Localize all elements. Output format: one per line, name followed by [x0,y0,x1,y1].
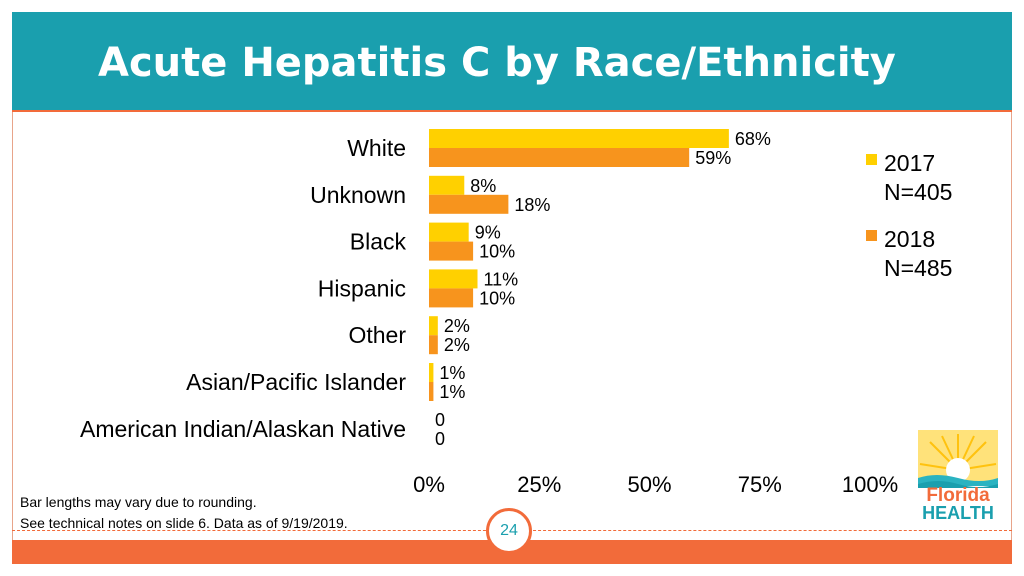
data-label-2018: 2% [444,335,470,355]
bar-2017 [429,363,434,382]
footnote-rounding: Bar lengths may vary due to rounding. [20,494,257,510]
x-tick-label: 0% [413,472,445,497]
legend-label-2017: N=405 [884,179,952,205]
data-label-2017: 68% [735,129,771,149]
legend-label-2018: N=485 [884,255,952,281]
data-label-2017: 1% [439,363,465,383]
legend-swatch-2018 [866,230,877,241]
category-label: Hispanic [318,275,406,301]
bar-2018 [429,241,474,261]
category-labels: White Unknown Black Hispanic Other Asian/Paci… [80,135,406,442]
title-underline [12,110,1012,112]
category-label: Other [348,322,406,348]
bar-2017 [429,316,438,336]
bar-2018 [429,382,434,401]
data-label-2018: 59% [695,148,731,168]
title-bar [12,12,1012,110]
legend-label-2017: 2017 [884,150,935,176]
footnote-technical: See technical notes on slide 6. Data as … [20,515,348,531]
category-label: Asian/Pacific Islander [186,369,406,395]
data-label-2017: 9% [475,223,501,243]
data-label-2018: 1% [439,382,465,402]
bar-2018 [429,148,690,167]
category-label: White [347,135,406,161]
bar-2018 [429,194,509,214]
data-label-2018: 10% [479,288,515,308]
data-label-2017: 8% [470,176,496,196]
logo-wordmark-florida: Florida [926,485,990,506]
bar-2017 [429,129,729,148]
category-label: Black [350,229,407,255]
logo-wordmark-health: HEALTH [922,503,994,522]
bar-2017 [429,222,469,242]
data-label-2017: 0 [435,410,445,430]
x-tick-label: 50% [627,472,671,497]
data-label-2018: 18% [514,195,550,215]
data-label-2018: 0 [435,429,445,449]
legend-swatch-2017 [866,154,877,165]
x-tick-label: 75% [738,472,782,497]
bar-2018 [429,335,438,355]
data-label-2018: 10% [479,242,515,262]
bars [429,129,729,401]
bar-2017 [429,175,465,195]
florida-health-logo: Florida HEALTH [916,428,1000,522]
data-label-2017: 2% [444,316,470,336]
bar-2017 [429,269,478,289]
category-label: Unknown [310,182,406,208]
slide-title: Acute Hepatitis C by Race/Ethnicity [98,40,896,86]
x-tick-label: 25% [517,472,561,497]
category-label: American Indian/Alaskan Native [80,416,406,442]
data-labels: 68%59%8%18%9%10%11%10%2%2%1%1%00 [435,129,771,449]
bar-2018 [429,288,474,308]
legend: 2017 N=405 2018 N=485 [866,150,952,281]
page-number-badge: 24 [486,508,532,554]
page-number: 24 [500,522,518,539]
legend-label-2018: 2018 [884,226,935,252]
data-label-2017: 11% [484,269,519,289]
x-axis-ticks: 0% 25% 50% 75% 100% [413,472,898,497]
x-tick-label: 100% [842,472,898,497]
